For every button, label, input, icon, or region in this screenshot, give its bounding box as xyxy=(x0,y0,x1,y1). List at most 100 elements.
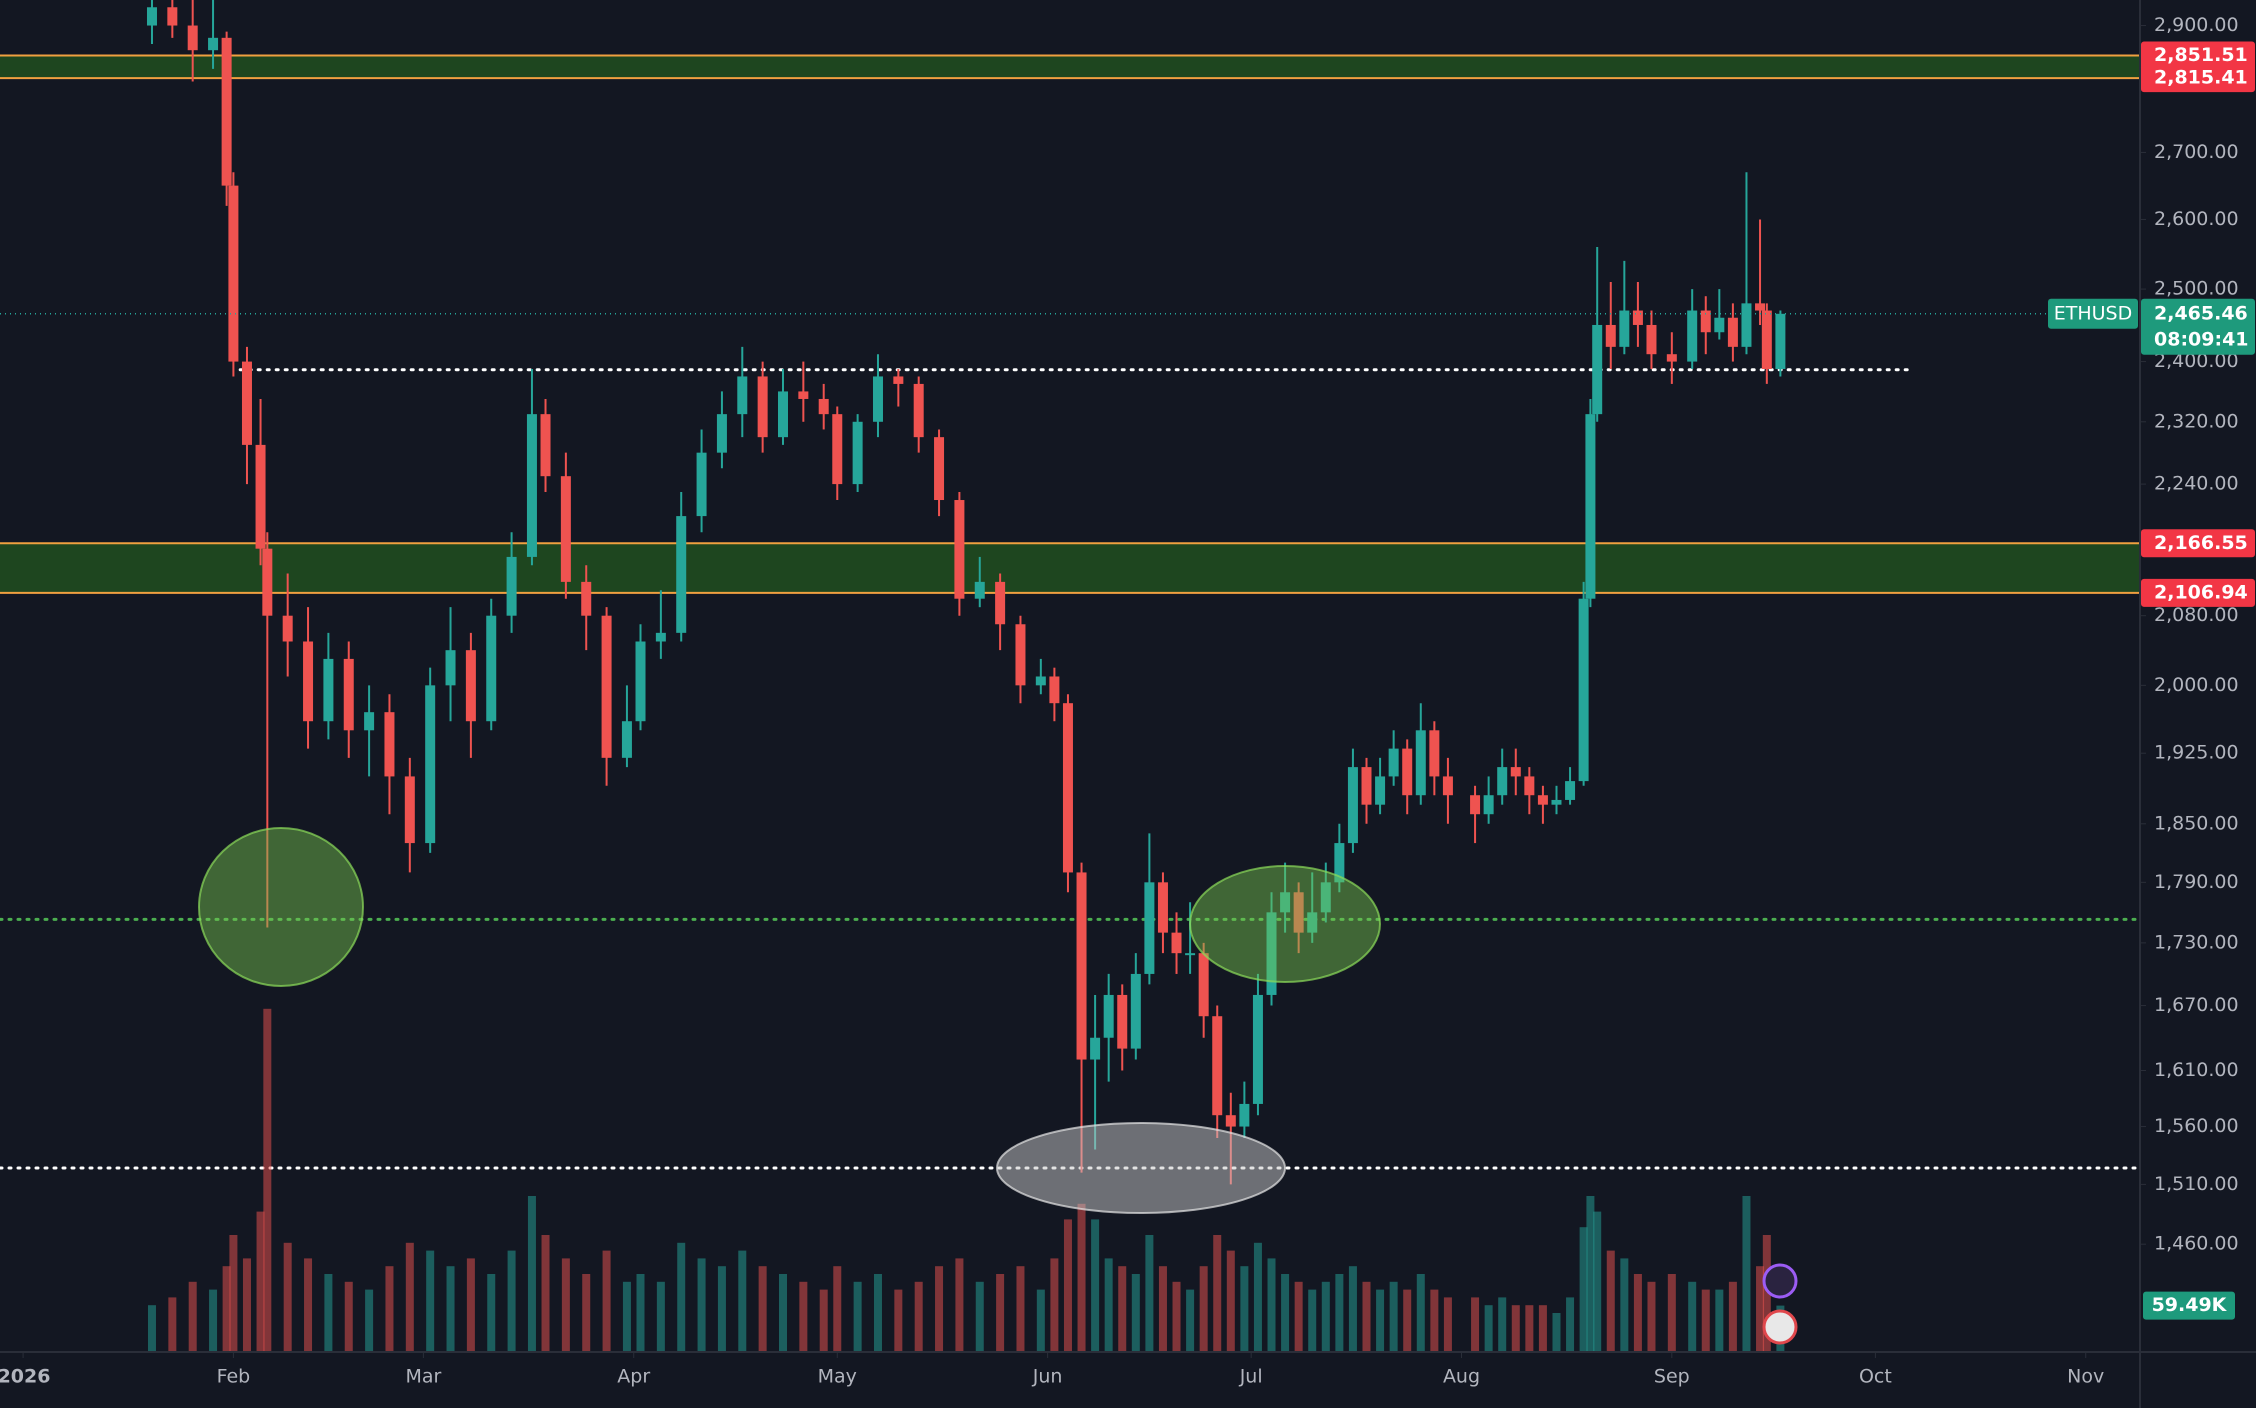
candle-body xyxy=(445,650,456,686)
volume-bar xyxy=(778,1274,787,1352)
x-tick-label: May xyxy=(818,1366,857,1388)
axes: 2,900.00 2,700.00 2,600.00 2,500.00 2,400.00… xyxy=(0,14,2255,1388)
candle-body xyxy=(1755,303,1766,311)
candle-body xyxy=(221,37,232,186)
candle-body xyxy=(208,37,219,51)
last-price-label: 2,465.46 xyxy=(2154,302,2248,324)
symbol-box xyxy=(2048,298,2138,329)
volume-bar xyxy=(466,1258,475,1352)
candle-body xyxy=(1537,795,1548,805)
volume-bar xyxy=(242,1258,251,1352)
volume-bar xyxy=(996,1274,1005,1352)
candle-body xyxy=(1103,994,1114,1038)
volume-bar xyxy=(1091,1219,1100,1352)
volume-bar xyxy=(873,1274,882,1352)
candle-body xyxy=(1775,313,1786,369)
volume-bar xyxy=(1498,1297,1507,1352)
x-tick-label: Jun xyxy=(1032,1366,1063,1388)
candle-body xyxy=(934,437,945,501)
candle-body xyxy=(1646,324,1657,355)
candle-body xyxy=(1510,767,1521,777)
volume-bar xyxy=(1240,1266,1249,1352)
volume-bar xyxy=(527,1196,536,1352)
candle-body xyxy=(1605,324,1616,347)
volume-bar xyxy=(1199,1266,1208,1352)
volume-bar xyxy=(365,1289,374,1352)
event-icon[interactable] xyxy=(1762,1263,1798,1299)
candle-body xyxy=(818,398,829,415)
candle-body xyxy=(737,376,748,415)
volume-bar xyxy=(758,1266,767,1352)
candle-body xyxy=(1198,953,1209,1017)
volume-bar xyxy=(1715,1289,1724,1352)
candle-body xyxy=(1666,354,1677,362)
candle-body xyxy=(832,414,843,485)
candle-body xyxy=(1402,748,1413,796)
candle-body xyxy=(1347,767,1358,844)
y-tick-label: 1,790.00 xyxy=(2154,871,2239,893)
symbol-label: ETHUSD xyxy=(2054,302,2133,324)
candle-body xyxy=(798,391,809,399)
candle-body xyxy=(1090,1037,1101,1060)
volume-bar xyxy=(677,1242,686,1352)
y-tick-label: 1,925.00 xyxy=(2154,742,2239,764)
candle-body xyxy=(560,476,571,582)
level-label: 2,166.55 xyxy=(2154,532,2248,554)
x-tick-label: Sep xyxy=(1654,1366,1690,1388)
volume-label-box xyxy=(2143,1291,2235,1320)
volume-bar xyxy=(385,1266,394,1352)
volume-bar xyxy=(799,1281,808,1352)
volume-bar xyxy=(819,1289,828,1352)
y-tick-label: 2,900.00 xyxy=(2154,14,2239,36)
volume-bar xyxy=(1016,1266,1025,1352)
highlight-ellipse xyxy=(1189,865,1381,983)
candle-body xyxy=(1307,912,1318,933)
candle-body xyxy=(1280,892,1291,913)
volume-bar xyxy=(1158,1266,1167,1352)
volume-bar xyxy=(622,1281,631,1352)
volume-bar xyxy=(209,1289,218,1352)
volume-bar xyxy=(1579,1227,1588,1352)
volume-bar xyxy=(1253,1242,1262,1352)
x-tick-label: Jul xyxy=(1239,1366,1263,1388)
candle-body xyxy=(323,658,334,722)
annotations xyxy=(198,827,1798,1345)
candle-body xyxy=(167,7,178,26)
volume-bar xyxy=(1376,1289,1385,1352)
candle-body xyxy=(1361,767,1372,805)
volume-bar xyxy=(1403,1289,1412,1352)
candle-body xyxy=(1619,310,1630,347)
volume-bar xyxy=(1471,1297,1480,1352)
candle-body xyxy=(1252,994,1263,1104)
volume-bar xyxy=(507,1250,516,1352)
candle-body xyxy=(540,414,551,477)
volume-bar xyxy=(1389,1281,1398,1352)
volume-bar xyxy=(1118,1266,1127,1352)
y-tick-label: 2,500.00 xyxy=(2154,278,2239,300)
candle-body xyxy=(954,500,965,599)
y-tick-label: 2,240.00 xyxy=(2154,473,2239,495)
volume-bar xyxy=(1416,1274,1425,1352)
flag-icon[interactable] xyxy=(1762,1309,1798,1345)
candle-body xyxy=(995,581,1006,625)
level-label: 2,851.51 xyxy=(2154,44,2248,66)
candle-body xyxy=(1632,310,1643,325)
candle-body xyxy=(146,7,157,26)
volume-bar xyxy=(697,1258,706,1352)
volume-bar xyxy=(188,1281,197,1352)
candle-body xyxy=(1171,932,1182,954)
candle-body xyxy=(1320,882,1331,913)
volume-bar xyxy=(1172,1281,1181,1352)
volume-bar xyxy=(1321,1281,1330,1352)
volume-bar xyxy=(1586,1196,1595,1352)
volume-bar xyxy=(283,1242,292,1352)
volume-bar xyxy=(1620,1258,1629,1352)
candle-body xyxy=(635,641,646,722)
y-tick-label: 2,000.00 xyxy=(2154,674,2239,696)
zone xyxy=(0,55,2140,79)
volume-bar xyxy=(975,1281,984,1352)
candle-body xyxy=(364,712,375,731)
volume-bar xyxy=(1443,1297,1452,1352)
